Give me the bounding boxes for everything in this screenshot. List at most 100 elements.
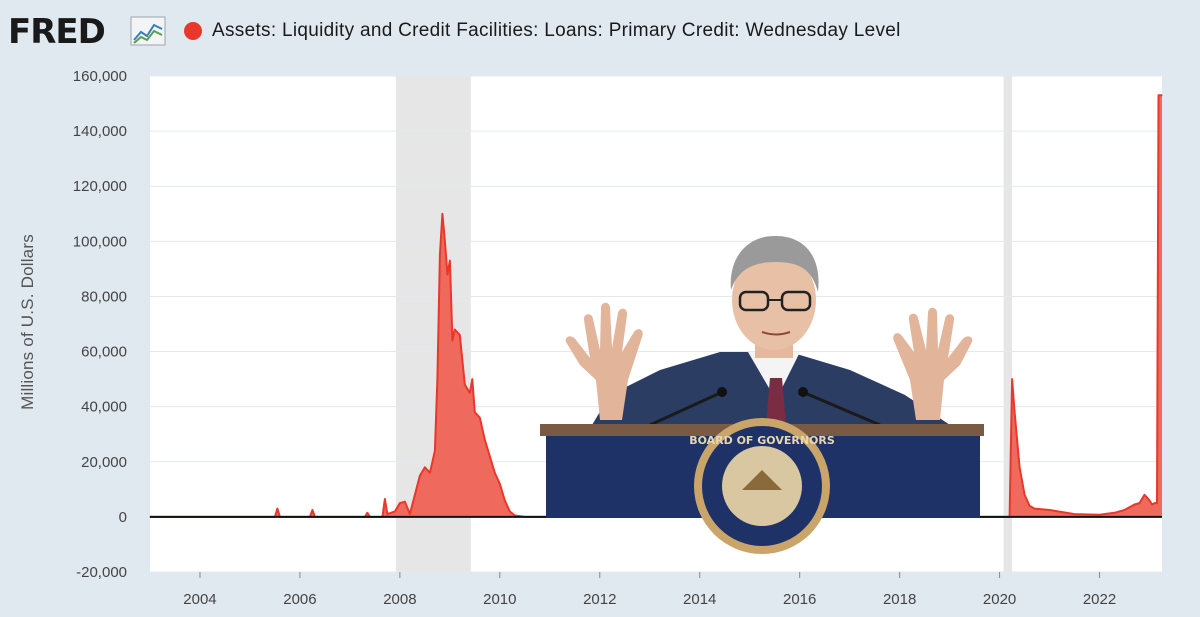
series-point-0-45 [1010,461,1012,463]
speaker-mouth [761,331,791,336]
series-point-0-28 [451,339,453,342]
series-point-0-35 [479,417,481,419]
board-of-governors-seal: BOARD OF GOVERNORS [689,418,835,554]
series-point-0-31 [464,384,466,386]
seal-text: BOARD OF GOVERNORS [689,434,835,447]
y-tick-label-0: -20,000 [76,564,127,581]
series-point-0-64 [1157,94,1160,96]
series-point-0-39 [499,483,501,485]
series-point-0-56 [1123,509,1126,511]
y-tick-label-2: 20,000 [81,454,127,471]
series-point-0-21 [434,450,436,452]
series-point-0-65 [1161,94,1163,96]
series-point-0-18 [419,475,421,477]
series-point-0-57 [1133,503,1136,506]
series-point-0-24 [441,213,443,215]
series-point-0-51 [1034,508,1036,510]
series-point-0-42 [514,514,516,517]
series-point-0-23 [439,254,441,256]
series-point-0-11 [384,498,386,500]
x-tick-label-5: 2014 [683,591,716,608]
series-point-0-62 [1153,502,1156,504]
x-tick-label-7: 2018 [883,591,916,608]
series-point-0-61 [1151,503,1153,506]
series-point-0-34 [474,411,476,413]
y-tick-label-9: 160,000 [73,68,127,85]
chart-title: Assets: Liquidity and Credit Facilities:… [212,20,901,41]
series-point-0-48 [1019,466,1021,468]
x-tick-label-8: 2020 [983,591,1016,608]
speaker-shirt [748,352,800,400]
series-point-0-17 [414,494,416,496]
series-point-0-16 [409,513,411,515]
series-point-0-47 [1014,411,1016,413]
line-chart-icon [130,16,166,46]
series-point-0-59 [1143,494,1146,496]
x-tick-label-2: 2008 [383,591,416,608]
microphone-left [649,391,721,427]
x-tick-label-3: 2010 [483,591,516,608]
series-point-0-52 [1049,509,1051,511]
series-point-0-38 [494,472,496,474]
series-point-0-58 [1138,502,1141,504]
x-tick-label-0: 2004 [183,591,216,608]
series-point-0-26 [446,273,448,275]
fred-logo[interactable]: FRED [8,12,106,52]
series-layer [149,94,1163,518]
chart-header: FRED Assets: Liquidity and Credit Facili… [0,0,1200,62]
series-point-0-19 [424,466,426,468]
series-point-0-30 [459,334,461,336]
y-tick-label-6: 100,000 [73,233,127,250]
y-tick-label-3: 40,000 [81,399,127,416]
x-axis-ticks: 2004 2006 2008 2010 2012 2014 2016 2018 2020 2022 [183,572,1116,608]
series-point-0-60 [1148,499,1151,501]
microphone-right [804,391,881,427]
speaker-right-hand [893,307,973,420]
series-point-0-14 [399,502,401,504]
series-point-0-49 [1024,494,1026,496]
series-point-0-32 [469,392,471,394]
series-point-0-53 [1073,513,1076,515]
series-point-0-37 [489,455,491,457]
series-point-0-25 [444,240,446,242]
x-tick-label-1: 2006 [283,591,316,608]
y-tick-label-8: 140,000 [73,123,127,140]
series-point-0-2 [276,508,278,510]
y-axis-ticks: -20,000 0 20,000 40,000 60,000 80,000 100,000 1… [73,68,127,581]
series-point-0-50 [1029,505,1031,507]
series-point-0-20 [429,472,431,474]
series-point-0-41 [509,510,511,512]
series-point-0-55 [1113,512,1116,514]
speaker-hair [730,235,819,292]
legend-marker [184,22,202,40]
series-point-0-8 [366,512,368,514]
series-point-0-36 [484,439,486,441]
series-point-0-54 [1098,514,1101,516]
microphone-right-head [798,387,808,397]
y-tick-label-1: 0 [119,509,127,526]
x-tick-label-9: 2022 [1083,591,1116,608]
series-point-0-5 [311,509,313,511]
fed-chair-podium-photo: BOARD OF GOVERNORS [540,235,984,554]
series-point-0-40 [504,499,506,501]
y-tick-label-5: 80,000 [81,288,127,305]
y-tick-label-7: 120,000 [73,178,127,195]
series-point-0-63 [1156,502,1158,504]
series-point-0-33 [471,378,473,380]
series-point-0-13 [394,510,396,512]
speaker-left-hand [565,302,643,420]
series-point-0-12 [386,513,388,515]
series-point-0-29 [454,328,456,331]
x-tick-label-6: 2016 [783,591,816,608]
series-line-0 [150,94,1162,518]
series-point-0-46 [1011,378,1013,380]
y-tick-label-4: 60,000 [81,344,127,361]
series-point-0-27 [449,260,451,262]
series-point-0-15 [404,501,406,503]
series-point-0-22 [436,378,438,380]
speaker-tie [766,378,786,425]
microphone-left-head [717,387,727,397]
x-tick-label-4: 2012 [583,591,616,608]
recession-band-1 [1003,76,1013,572]
